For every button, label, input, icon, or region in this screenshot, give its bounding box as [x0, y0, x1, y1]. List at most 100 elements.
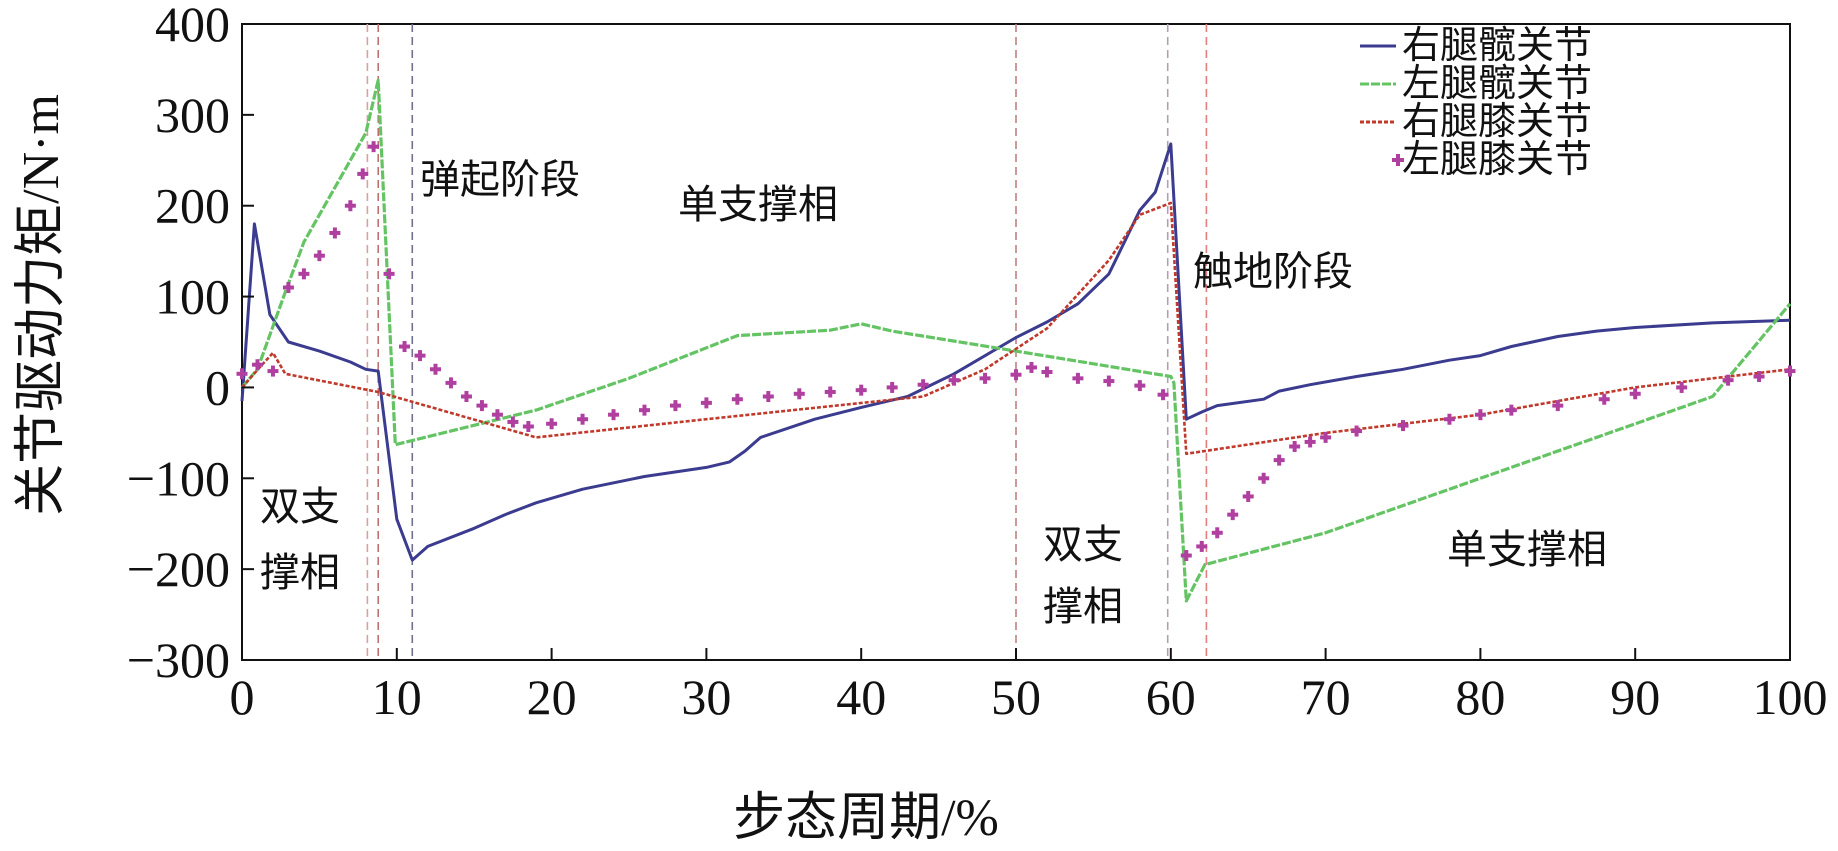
series-marker-3 — [1157, 389, 1169, 401]
x-tick-label: 90 — [1610, 669, 1660, 725]
series-marker-3 — [855, 384, 867, 396]
legend-label: 左腿膝关节 — [1402, 139, 1592, 181]
y-tick-label: 0 — [205, 359, 230, 415]
series-marker-3 — [1103, 375, 1115, 387]
series-layer — [236, 78, 1796, 603]
annotation-bounce-phase: 弹起阶段 — [420, 157, 580, 202]
series-line-1 — [240, 78, 1792, 603]
series-marker-3 — [383, 268, 395, 280]
annotation-touchdown-phase: 触地阶段 — [1193, 249, 1353, 294]
series-marker-3 — [731, 393, 743, 405]
phase-marker-lines — [366, 24, 1208, 660]
x-tick-label: 30 — [681, 669, 731, 725]
x-tick-label: 60 — [1146, 669, 1196, 725]
series-marker-3 — [824, 386, 836, 398]
series-line-0 — [240, 142, 1791, 562]
series-marker-3 — [1552, 400, 1564, 412]
annotation-double-support-1-line2: 撑相 — [260, 550, 340, 595]
series-marker-3 — [1676, 381, 1688, 393]
x-tick-label: 100 — [1753, 669, 1828, 725]
series-marker-3 — [1041, 366, 1053, 378]
y-tick-label: 300 — [155, 87, 230, 143]
series-marker-3 — [948, 374, 960, 386]
series-marker-3 — [917, 379, 929, 391]
legend-label: 左腿髋关节 — [1402, 63, 1592, 105]
y-axis-title: 关节驱动力矩/N·m — [13, 94, 70, 516]
series-marker-3 — [1258, 472, 1270, 484]
series-marker-3 — [1753, 371, 1765, 383]
series-marker-3 — [793, 388, 805, 400]
series-marker-3 — [329, 227, 341, 239]
annotation-double-support-2-line2: 撑相 — [1043, 584, 1123, 629]
series-marker-3 — [236, 368, 248, 380]
series-marker-3 — [1397, 420, 1409, 432]
y-tick-label: −200 — [127, 541, 230, 597]
x-tick-label: 20 — [527, 669, 577, 725]
series-marker-3 — [1289, 440, 1301, 452]
series-marker-3 — [1010, 369, 1022, 381]
series-marker-3 — [608, 409, 620, 421]
series-marker-3 — [282, 281, 294, 293]
series-marker-3 — [1025, 361, 1037, 373]
series-marker-3 — [414, 350, 426, 362]
x-tick-label: 40 — [836, 669, 886, 725]
y-tick-label: 400 — [155, 0, 230, 52]
series-marker-3 — [522, 420, 534, 432]
series-marker-3 — [700, 397, 712, 409]
series-marker-3 — [507, 416, 519, 428]
series-marker-3 — [638, 404, 650, 416]
annotation-single-support-2: 单支撑相 — [1447, 527, 1607, 572]
axes-layer: 0 10 20 30 40 50 60 70 80 90 100 −300 −200 −100 0 100 20… — [127, 0, 1828, 725]
series-marker-3 — [1242, 490, 1254, 502]
series-marker-3 — [1304, 436, 1316, 448]
series-marker-3 — [1351, 425, 1363, 437]
series-marker-3 — [1784, 365, 1796, 377]
legend-item: 右腿膝关节 — [1360, 101, 1592, 143]
x-tick-label: 70 — [1301, 669, 1351, 725]
series-marker-3 — [476, 400, 488, 412]
series-marker-3 — [267, 365, 279, 377]
x-axis-title: 步态周期/% — [733, 790, 999, 847]
series-marker-3 — [298, 268, 310, 280]
series-marker-3 — [1598, 393, 1610, 405]
x-tick-label: 80 — [1455, 669, 1505, 725]
series-marker-3 — [368, 141, 380, 153]
series-marker-3 — [762, 391, 774, 403]
series-marker-3 — [1227, 509, 1239, 521]
series-marker-3 — [1196, 540, 1208, 552]
series-marker-3 — [1211, 527, 1223, 539]
legend-label: 右腿髋关节 — [1402, 25, 1592, 67]
series-marker-3 — [1722, 374, 1734, 386]
annotations: 弹起阶段 单支撑相 触地阶段 双支 撑相 双支 撑相 单支撑相 — [260, 157, 1607, 629]
series-marker-3 — [1072, 372, 1084, 384]
series-marker-3 — [313, 250, 325, 262]
legend-label: 右腿膝关节 — [1402, 101, 1592, 143]
series-marker-3 — [1180, 550, 1192, 562]
series-marker-3 — [1505, 404, 1517, 416]
series-marker-3 — [1134, 380, 1146, 392]
series-marker-3 — [344, 200, 356, 212]
annotation-double-support-1-line1: 双支 — [260, 484, 340, 529]
series-marker-3 — [430, 363, 441, 375]
series-marker-3 — [1474, 409, 1486, 421]
series-marker-3 — [251, 359, 263, 371]
y-tick-label: −300 — [127, 632, 230, 688]
legend-item: 左腿膝关节 — [1392, 139, 1592, 181]
legend-item: 左腿髋关节 — [1360, 63, 1592, 105]
series-marker-3 — [1443, 413, 1455, 425]
series-marker-3 — [1273, 454, 1285, 466]
series-marker-3 — [445, 377, 457, 389]
y-tick-label: 200 — [155, 178, 230, 234]
annotation-single-support-1: 单支撑相 — [678, 182, 838, 227]
series-marker-3 — [1320, 431, 1332, 443]
annotation-double-support-2-line1: 双支 — [1043, 522, 1123, 567]
x-tick-label: 10 — [372, 669, 422, 725]
x-tick-label: 0 — [230, 669, 255, 725]
series-marker-3 — [1629, 388, 1641, 400]
series-marker-3 — [460, 391, 472, 403]
series-marker-3 — [491, 409, 503, 421]
legend-item: 右腿髋关节 — [1360, 25, 1592, 67]
y-tick-label: 100 — [155, 269, 230, 325]
